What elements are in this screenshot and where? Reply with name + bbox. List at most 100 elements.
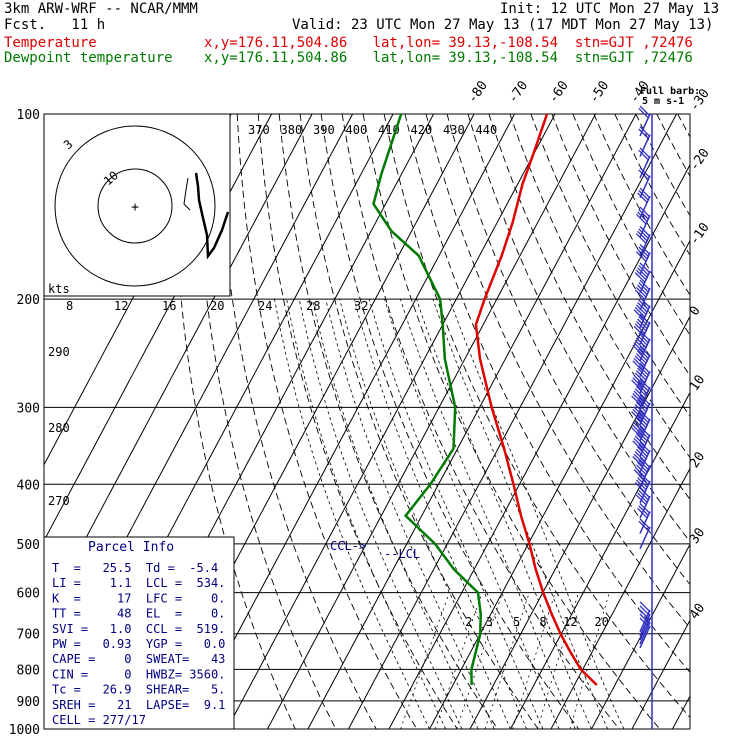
barb-flag: [639, 167, 651, 179]
temperature-location: x,y=176.11,504.86 lat,lon= 39.13,-108.54…: [204, 35, 693, 51]
pressure-label: 200: [17, 293, 40, 308]
isotherm-line: [44, 114, 273, 542]
dry-adiabat: [383, 114, 690, 719]
moist-adiabat: [384, 298, 560, 729]
hodograph-axis-label: kts: [48, 282, 70, 296]
isotherm-line: [631, 619, 690, 729]
speed-tick-label: 20: [210, 299, 224, 313]
barb-flag: [637, 477, 649, 489]
isotherm-label: 40: [687, 601, 708, 622]
pressure-label: 400: [17, 478, 40, 493]
speed-tick-label: 32: [354, 299, 368, 313]
wind-barb: [634, 472, 651, 504]
isotherm-label: 20: [687, 449, 708, 470]
barb-flag: [632, 424, 644, 436]
wind-barbs: Full barb:5 m s-1: [631, 86, 700, 729]
dry-adiabat: [362, 114, 661, 729]
parcel-row: TT = 48 EL = 0.: [52, 607, 225, 621]
pressure-label: 600: [17, 587, 40, 602]
barb-flag: [634, 323, 646, 335]
barb-flag: [635, 417, 647, 429]
speed-tick-label: 12: [114, 299, 128, 313]
dry-adiabat: [572, 114, 690, 336]
moist-adiabat: [311, 299, 479, 729]
barb-flag: [635, 286, 647, 298]
barb-flag: [633, 325, 645, 337]
valid-time: Valid: 23 UTC Mon 27 May 13 (17 MDT Mon …: [292, 17, 714, 33]
dry-adiabat: [194, 114, 337, 729]
dry-adiabat: [278, 114, 499, 729]
dry-adiabat: [551, 114, 690, 377]
isotherm-label: -60: [546, 78, 572, 106]
barb-flag: [635, 269, 647, 281]
barb-flag: [639, 426, 651, 437]
pressure-label: 800: [17, 663, 40, 678]
barb-flag: [639, 472, 651, 484]
barb-flag: [639, 206, 651, 218]
theta-label: 390: [313, 123, 335, 137]
barb-flag: [639, 244, 651, 256]
barb-flag: [634, 388, 646, 400]
barb-flag: [639, 226, 651, 237]
parcel-info-box: Parcel Info T = 25.5 Td = -5.4LI = 1.1 LC…: [43, 536, 235, 730]
barb-flag: [637, 367, 649, 379]
isotherm-label: -80: [465, 78, 491, 106]
dry-adiabat: [215, 114, 377, 729]
dry-adiabat: [467, 114, 690, 543]
sounding-traces: CCL-> --LCL: [330, 113, 598, 686]
barb-flag: [639, 617, 651, 629]
pressure-label: 1000: [9, 723, 40, 738]
barb-flag: [637, 230, 649, 242]
barb-flag: [639, 487, 651, 499]
barb-flag: [638, 128, 650, 140]
barb-flag: [638, 505, 650, 517]
barb-flag: [632, 393, 644, 404]
barb-flag: [631, 395, 643, 407]
pressure-label: 100: [17, 108, 40, 123]
speed-tick-label: 8: [66, 299, 73, 313]
barb-flag: [637, 415, 649, 427]
barb-flag: [639, 105, 651, 117]
hodograph-ring: [97, 168, 173, 244]
isotherm-line: [550, 467, 690, 729]
mixing-ratio-line: [456, 592, 503, 729]
isotherm-line: [44, 114, 232, 466]
dry-adiabat: [299, 114, 539, 729]
barb-flag: [632, 440, 644, 452]
barb-flag: [634, 372, 646, 384]
parcel-title: Parcel Info: [88, 540, 174, 555]
barb-flag: [637, 284, 649, 296]
wind-barb: [631, 410, 651, 442]
barb-flag: [638, 412, 650, 424]
wind-barb: [637, 187, 651, 219]
barb-flag: [632, 408, 644, 420]
barb-flag: [634, 355, 646, 367]
barb-flag: [635, 464, 647, 476]
barb-flag: [633, 453, 645, 465]
isotherm-line: [226, 114, 556, 729]
barb-flag: [637, 267, 649, 279]
barb-flag: [634, 306, 646, 318]
barb-flag: [635, 494, 647, 506]
wind-barb: [633, 297, 651, 329]
pressure-label: 700: [17, 628, 40, 643]
wind-barb: [638, 518, 651, 550]
moist-adiabat: [339, 299, 511, 729]
barb-flag: [637, 461, 649, 473]
moist-adiabat: [416, 298, 592, 729]
barb-flag: [639, 313, 651, 325]
barb-flag: [635, 304, 647, 316]
isotherm-line: [186, 114, 515, 729]
barb-flag: [637, 211, 649, 223]
isotherm-line: [672, 695, 690, 729]
barb-flag: [632, 456, 644, 467]
barb-flag: [638, 348, 650, 360]
barb-flag: [634, 435, 646, 447]
theta-label: 270: [48, 494, 70, 508]
barb-flag: [635, 385, 647, 397]
wind-barb: [632, 426, 651, 457]
moist-adiabat: [325, 299, 495, 729]
barb-flag: [635, 448, 647, 460]
